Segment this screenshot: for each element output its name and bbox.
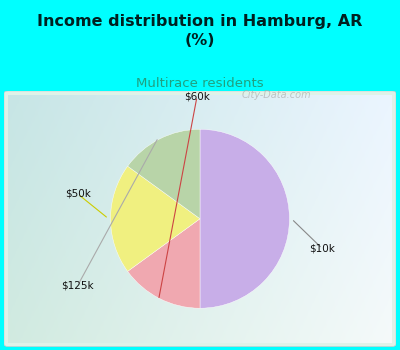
FancyBboxPatch shape <box>4 91 396 346</box>
Text: $125k: $125k <box>62 280 94 290</box>
Wedge shape <box>110 166 200 271</box>
Text: $60k: $60k <box>184 91 210 102</box>
Text: Income distribution in Hamburg, AR
(%): Income distribution in Hamburg, AR (%) <box>37 14 363 48</box>
Wedge shape <box>128 129 200 219</box>
Wedge shape <box>128 219 200 308</box>
Text: Multirace residents: Multirace residents <box>136 77 264 90</box>
Wedge shape <box>200 129 290 308</box>
Text: $10k: $10k <box>309 244 335 253</box>
Text: $50k: $50k <box>65 189 91 199</box>
Text: City-Data.com: City-Data.com <box>242 90 311 99</box>
